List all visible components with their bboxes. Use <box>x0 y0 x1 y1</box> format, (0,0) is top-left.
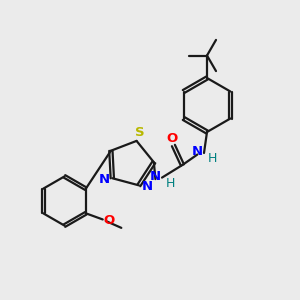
Text: N: N <box>98 173 110 186</box>
Text: O: O <box>166 132 178 146</box>
Text: S: S <box>135 126 144 139</box>
Text: H: H <box>208 152 217 165</box>
Text: N: N <box>142 180 153 193</box>
Text: N: N <box>192 145 203 158</box>
Text: N: N <box>150 169 161 183</box>
Text: H: H <box>166 176 175 190</box>
Text: O: O <box>104 214 115 227</box>
